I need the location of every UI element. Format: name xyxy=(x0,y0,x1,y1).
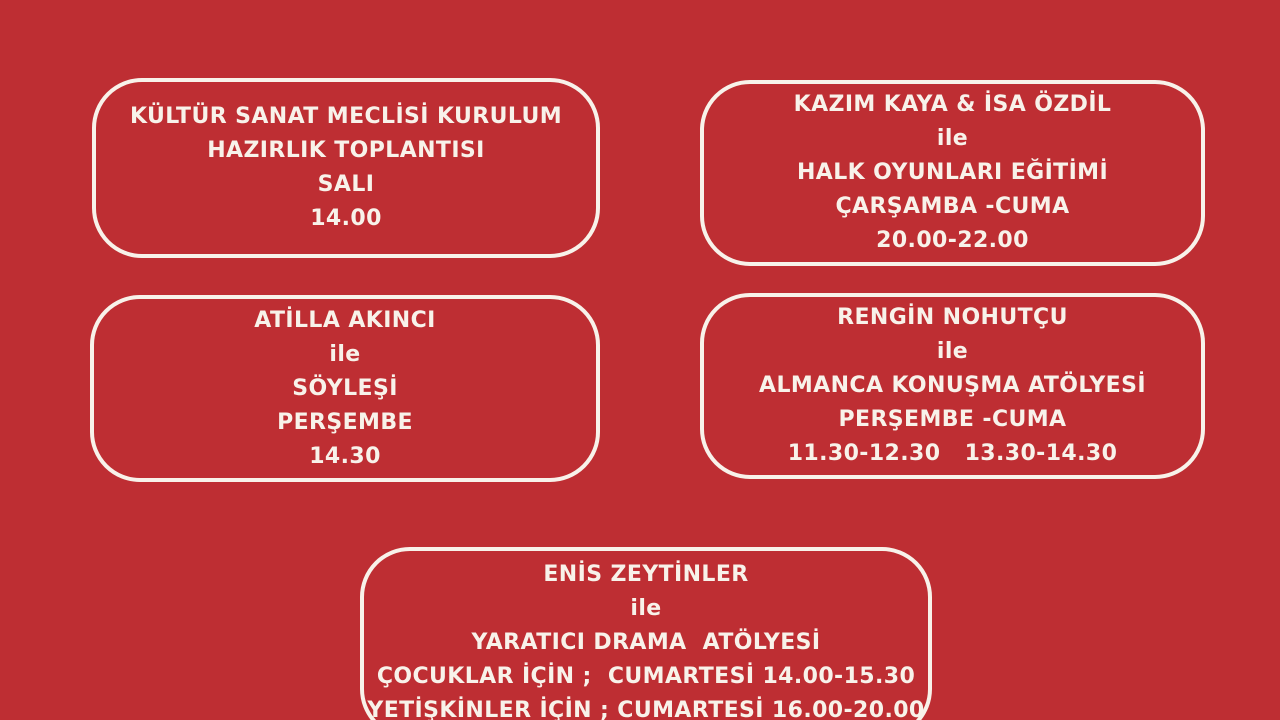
event-card-soylesi: ATİLLA AKINCI ile SÖYLEŞİ PERŞEMBE 14.30 xyxy=(90,295,600,482)
event-card-kurulum-toplantisi: KÜLTÜR SANAT MECLİSİ KURULUM HAZIRLIK TO… xyxy=(92,78,600,258)
event-times: 11.30-12.30 13.30-14.30 xyxy=(787,441,1118,466)
ile-label: ile xyxy=(936,126,969,151)
event-time: 14.30 xyxy=(309,443,381,469)
host-name: ATİLLA AKINCI xyxy=(254,307,436,333)
ile-label: ile xyxy=(630,596,662,621)
event-time: 14.00 xyxy=(310,206,382,231)
event-card-halk-oyunlari: KAZIM KAYA & İSA ÖZDİL ile HALK OYUNLARI… xyxy=(700,80,1205,266)
host-name: RENGİN NOHUTÇU xyxy=(837,305,1068,330)
event-day: PERŞEMBE xyxy=(277,409,413,435)
schedule-adults: YETİŞKİNLER İÇİN ; CUMARTESİ 16.00-20.00 xyxy=(367,698,925,720)
host-name: KAZIM KAYA & İSA ÖZDİL xyxy=(793,92,1112,117)
event-day: SALI xyxy=(317,172,375,197)
event-title: HALK OYUNLARI EĞİTİMİ xyxy=(796,160,1109,185)
ile-label: ile xyxy=(936,339,969,364)
schedule-children: ÇOCUKLAR İÇİN ; CUMARTESİ 14.00-15.30 xyxy=(376,664,916,689)
event-days: ÇARŞAMBA -CUMA xyxy=(835,194,1070,219)
event-title: SÖYLEŞİ xyxy=(292,375,398,401)
event-time: 20.00-22.00 xyxy=(876,228,1029,253)
event-card-almanca-atolyesi: RENGİN NOHUTÇU ile ALMANCA KONUŞMA ATÖLY… xyxy=(700,293,1205,479)
event-title: YARATICI DRAMA ATÖLYESİ xyxy=(471,630,821,655)
event-title-line-1: KÜLTÜR SANAT MECLİSİ KURULUM xyxy=(129,104,563,129)
event-card-yaratici-drama: ENİS ZEYTİNLER ile YARATICI DRAMA ATÖLYE… xyxy=(360,547,932,720)
event-title-line-2: HAZIRLIK TOPLANTISI xyxy=(207,138,485,163)
ile-label: ile xyxy=(329,341,361,367)
event-days: PERŞEMBE -CUMA xyxy=(838,407,1067,432)
event-title: ALMANCA KONUŞMA ATÖLYESİ xyxy=(759,373,1146,398)
host-name: ENİS ZEYTİNLER xyxy=(543,562,749,587)
